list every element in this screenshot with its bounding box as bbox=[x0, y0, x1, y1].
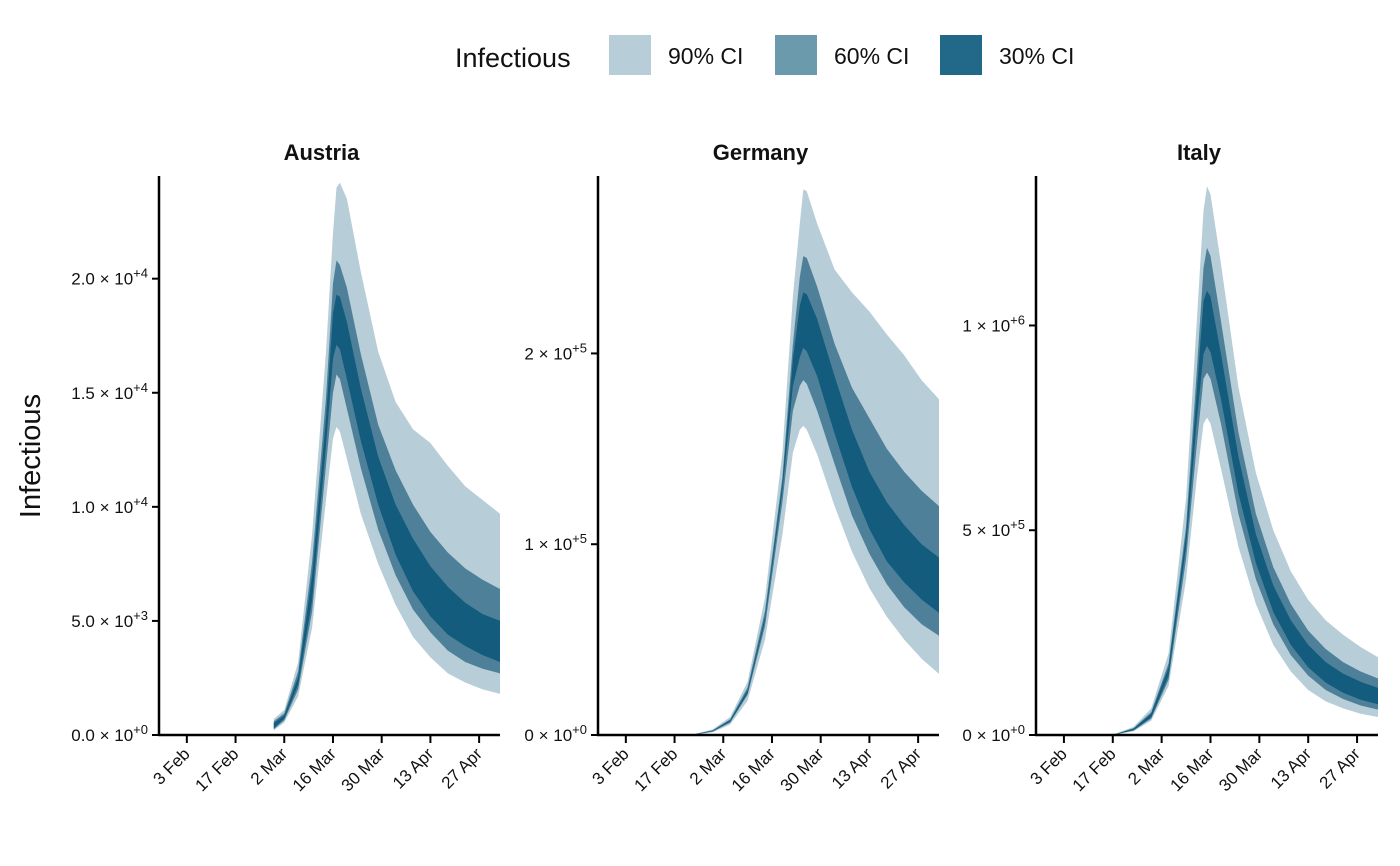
y-tick-times: × 10 bbox=[534, 535, 572, 554]
band-30-ci bbox=[273, 294, 500, 729]
y-tick-mantissa: 5.0 bbox=[71, 612, 95, 631]
y-tick-exponent: +5 bbox=[572, 340, 587, 355]
x-tick-label: 17 Feb bbox=[1069, 744, 1120, 795]
y-tick-label: 5.0 × 10+3 bbox=[71, 608, 148, 631]
legend-label-90: 90% CI bbox=[668, 43, 743, 69]
y-tick-times: × 10 bbox=[95, 726, 133, 745]
y-tick-label: 1 × 10+5 bbox=[524, 531, 587, 554]
x-tick-label: 13 Apr bbox=[1267, 744, 1315, 792]
y-tick-mantissa: 2 bbox=[524, 344, 533, 363]
y-tick-times: × 10 bbox=[534, 726, 572, 745]
y-tick-mantissa: 1.0 bbox=[71, 498, 95, 517]
panel-title: Germany bbox=[713, 140, 809, 165]
legend-swatch-30 bbox=[940, 35, 982, 75]
y-tick-mantissa: 0 bbox=[962, 726, 971, 745]
x-tick-label: 2 Mar bbox=[1124, 744, 1168, 788]
x-tick-label: 27 Apr bbox=[438, 744, 486, 792]
y-tick-exponent: +5 bbox=[1010, 517, 1025, 532]
y-tick-mantissa: 1 bbox=[524, 535, 533, 554]
y-tick-times: × 10 bbox=[972, 521, 1010, 540]
y-tick-times: × 10 bbox=[972, 316, 1010, 335]
y-tick-label: 2 × 10+5 bbox=[524, 340, 587, 363]
y-tick-mantissa: 0 bbox=[524, 726, 533, 745]
x-tick-label: 13 Apr bbox=[828, 744, 876, 792]
y-tick-mantissa: 5 bbox=[962, 521, 971, 540]
y-tick-label: 2.0 × 10+4 bbox=[71, 266, 148, 289]
y-tick-exponent: +4 bbox=[133, 494, 148, 509]
y-tick-mantissa: 0.0 bbox=[71, 726, 95, 745]
x-tick-label: 17 Feb bbox=[192, 744, 243, 795]
y-tick-mantissa: 1 bbox=[962, 316, 971, 335]
x-tick-label: 3 Feb bbox=[149, 744, 193, 788]
x-tick-label: 16 Mar bbox=[1166, 744, 1217, 795]
legend-swatch-90 bbox=[609, 35, 651, 75]
y-tick-label: 1.0 × 10+4 bbox=[71, 494, 148, 517]
legend-swatch-60 bbox=[775, 35, 817, 75]
y-tick-exponent: +4 bbox=[133, 266, 148, 281]
y-tick-times: × 10 bbox=[95, 270, 133, 289]
y-tick-exponent: +0 bbox=[572, 722, 587, 737]
x-tick-label: 30 Mar bbox=[1215, 744, 1266, 795]
x-tick-label: 2 Mar bbox=[247, 744, 291, 788]
legend-title: Infectious bbox=[455, 43, 571, 73]
y-axis-label: Infectious bbox=[15, 394, 47, 518]
x-tick-label: 30 Mar bbox=[777, 744, 828, 795]
band-90-ci bbox=[695, 189, 939, 735]
y-tick-exponent: +5 bbox=[572, 531, 587, 546]
y-tick-times: × 10 bbox=[534, 344, 572, 363]
panel-title: Austria bbox=[284, 140, 361, 165]
y-tick-label: 5 × 10+5 bbox=[962, 517, 1025, 540]
x-tick-label: 13 Apr bbox=[389, 744, 437, 792]
y-tick-label: 0.0 × 10+0 bbox=[71, 722, 148, 745]
x-tick-label: 2 Mar bbox=[686, 744, 730, 788]
y-tick-label: 0 × 10+0 bbox=[524, 722, 587, 745]
x-tick-label: 16 Mar bbox=[289, 744, 340, 795]
legend-label-30: 30% CI bbox=[999, 43, 1074, 69]
y-tick-times: × 10 bbox=[95, 612, 133, 631]
x-tick-label: 27 Apr bbox=[877, 744, 925, 792]
y-tick-exponent: +3 bbox=[133, 608, 148, 623]
x-tick-label: 3 Feb bbox=[588, 744, 632, 788]
y-tick-exponent: +0 bbox=[1010, 722, 1025, 737]
y-tick-mantissa: 1.5 bbox=[71, 384, 95, 403]
y-tick-times: × 10 bbox=[95, 384, 133, 403]
legend-label-60: 60% CI bbox=[834, 43, 909, 69]
x-tick-label: 27 Apr bbox=[1316, 744, 1364, 792]
x-tick-label: 3 Feb bbox=[1027, 744, 1071, 788]
y-tick-exponent: +0 bbox=[133, 722, 148, 737]
x-tick-label: 16 Mar bbox=[728, 744, 779, 795]
legend: Infectious 90% CI 60% CI 30% CI bbox=[455, 35, 1074, 75]
y-tick-label: 0 × 10+0 bbox=[962, 722, 1025, 745]
x-tick-label: 17 Feb bbox=[631, 744, 682, 795]
y-tick-label: 1 × 10+6 bbox=[962, 312, 1025, 335]
y-tick-label: 1.5 × 10+4 bbox=[71, 380, 148, 403]
x-tick-label: 30 Mar bbox=[338, 744, 389, 795]
y-tick-mantissa: 2.0 bbox=[71, 270, 95, 289]
y-tick-times: × 10 bbox=[95, 498, 133, 517]
panel-title: Italy bbox=[1177, 140, 1222, 165]
band-30-ci bbox=[1105, 290, 1378, 735]
y-tick-times: × 10 bbox=[972, 726, 1010, 745]
y-tick-exponent: +4 bbox=[133, 380, 148, 395]
band-30-ci bbox=[695, 292, 939, 735]
y-tick-exponent: +6 bbox=[1010, 312, 1025, 327]
